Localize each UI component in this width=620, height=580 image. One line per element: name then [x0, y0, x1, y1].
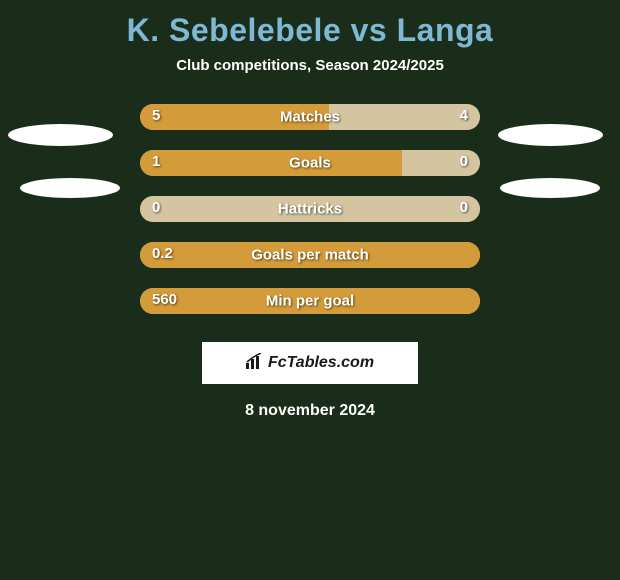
stat-label: Goals — [289, 155, 331, 172]
bars-icon — [246, 353, 264, 374]
brand-text: FcTables.com — [268, 354, 374, 372]
brand-label: FcTables.com — [246, 353, 374, 374]
stat-value-left: 560 — [152, 291, 177, 308]
brand-box: FcTables.com — [202, 342, 418, 384]
infographic-container: K. Sebelebele vs Langa Club competitions… — [0, 0, 620, 420]
date-label: 8 november 2024 — [0, 402, 620, 420]
page-title: K. Sebelebele vs Langa — [0, 0, 620, 57]
stat-row: Goals 1 0 — [0, 150, 620, 196]
subtitle: Club competitions, Season 2024/2025 — [0, 57, 620, 104]
stat-label: Min per goal — [266, 293, 354, 310]
stat-value-left: 0 — [152, 199, 160, 216]
stat-label: Matches — [280, 109, 340, 126]
bar-fill-right — [402, 150, 480, 176]
stat-label: Goals per match — [251, 247, 369, 264]
bar-fill-right — [329, 104, 480, 130]
stat-row: Matches 5 4 — [0, 104, 620, 150]
stat-row: Goals per match 0.2 — [0, 242, 620, 288]
stat-row: Hattricks 0 0 — [0, 196, 620, 242]
stat-label: Hattricks — [278, 201, 342, 218]
bar-track: Matches — [140, 104, 480, 130]
stat-value-right: 4 — [460, 107, 468, 124]
chart-area: Matches 5 4 Goals 1 0 Hattricks 0 0 Goals per mat… — [0, 104, 620, 334]
stat-value-left: 0.2 — [152, 245, 173, 262]
stat-value-left: 1 — [152, 153, 160, 170]
bar-track: Goals — [140, 150, 480, 176]
stat-row: Min per goal 560 — [0, 288, 620, 334]
bar-track: Min per goal — [140, 288, 480, 314]
stat-value-left: 5 — [152, 107, 160, 124]
stat-value-right: 0 — [460, 153, 468, 170]
bar-track: Goals per match — [140, 242, 480, 268]
stat-value-right: 0 — [460, 199, 468, 216]
bar-track: Hattricks — [140, 196, 480, 222]
bar-fill-left — [140, 150, 402, 176]
